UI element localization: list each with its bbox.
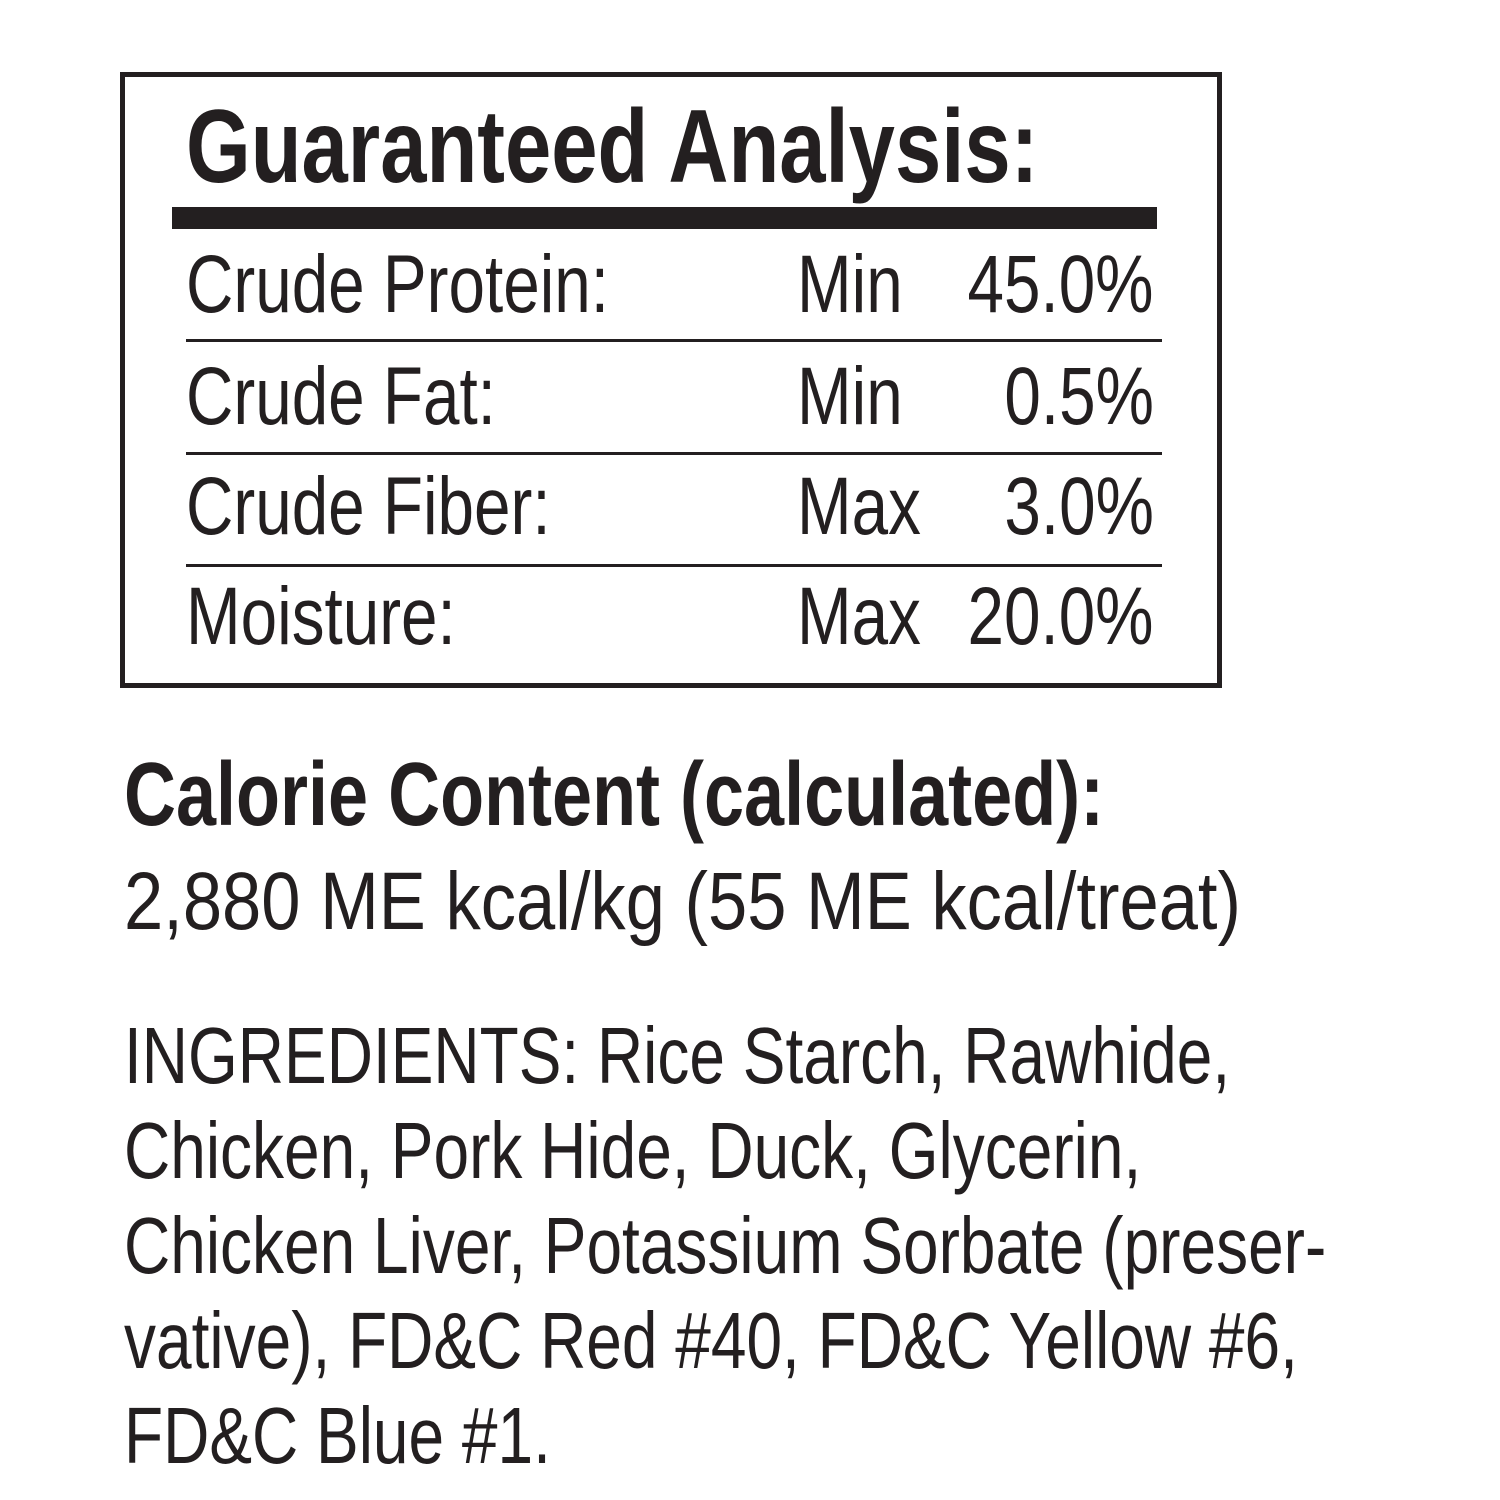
- analysis-title: Guaranteed Analysis:: [186, 89, 1039, 205]
- row-label: Crude Fiber:: [186, 461, 551, 552]
- calorie-value: 2,880 ME kcal/kg (55 ME kcal/treat): [124, 856, 1241, 947]
- ingredients-line: Chicken, Pork Hide, Duck, Glycerin,: [124, 1106, 1142, 1195]
- row-value: 0.5%: [1004, 351, 1154, 442]
- row-divider: [186, 339, 1162, 342]
- ingredients-line: FD&C Blue #1.: [124, 1391, 551, 1480]
- row-value: 20.0%: [967, 571, 1154, 662]
- row-qualifier: Min: [797, 239, 903, 330]
- row-value: 45.0%: [967, 239, 1154, 330]
- row-qualifier: Max: [797, 571, 921, 662]
- row-label: Moisture:: [186, 571, 456, 662]
- ingredients-line: vative), FD&C Red #40, FD&C Yellow #6,: [124, 1296, 1298, 1385]
- row-label: Crude Fat:: [186, 351, 496, 442]
- row-label: Crude Protein:: [186, 239, 609, 330]
- row-divider: [186, 564, 1162, 567]
- title-divider: [172, 207, 1157, 229]
- guaranteed-analysis-box: [120, 72, 1222, 688]
- row-value: 3.0%: [1004, 461, 1154, 552]
- row-qualifier: Max: [797, 461, 921, 552]
- ingredients-line: INGREDIENTS: Rice Starch, Rawhide,: [124, 1011, 1231, 1100]
- calorie-heading: Calorie Content (calculated):: [124, 745, 1105, 845]
- ingredients-line: Chicken Liver, Potassium Sorbate (preser…: [124, 1201, 1327, 1290]
- row-divider: [186, 452, 1162, 455]
- row-qualifier: Min: [797, 351, 903, 442]
